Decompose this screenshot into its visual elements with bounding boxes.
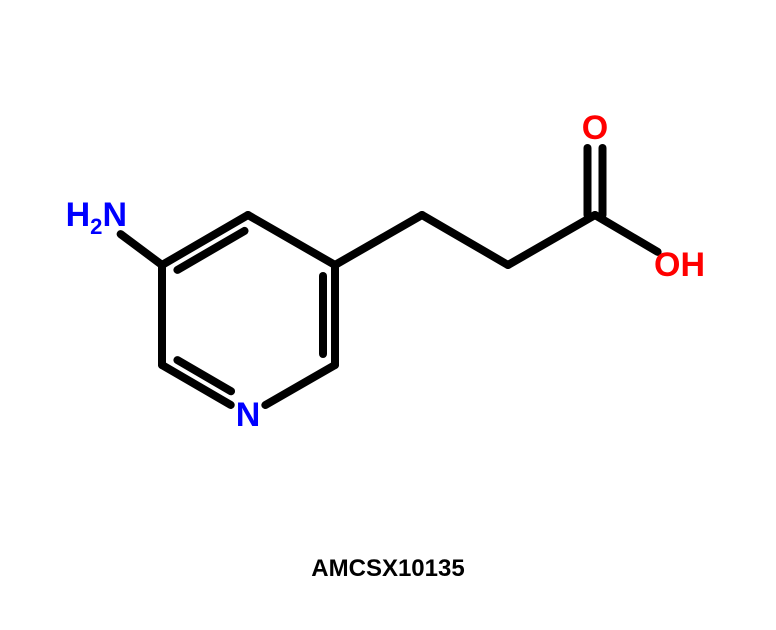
compound-id-label: AMCSX10135 xyxy=(311,555,464,583)
atom-r3: N xyxy=(236,398,261,432)
atom-nh2: H2N xyxy=(66,198,127,232)
molecule-figure: N H2N O OH AMCSX10135 xyxy=(0,0,776,630)
atom-o_oh: OH xyxy=(654,248,705,282)
molecule-svg xyxy=(0,0,776,630)
atom-o_dbl: O xyxy=(582,111,608,145)
